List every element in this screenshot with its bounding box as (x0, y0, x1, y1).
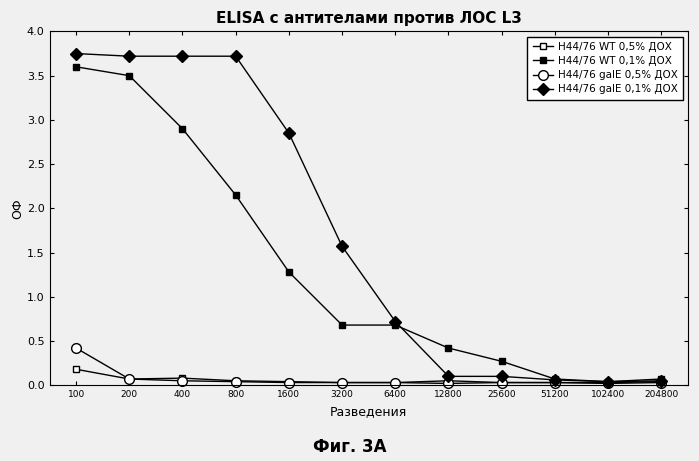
H44/76 WT 0,5% ДОХ (445, 378, 453, 384)
H44/76 galE 0,5% ДОХ (445, 381, 453, 386)
H44/76 galE 0,1% ДОХ (178, 53, 187, 59)
H44/76 WT 0,1% ДОХ (551, 376, 559, 382)
H44/76 galE 0,5% ДОХ (604, 381, 612, 386)
H44/76 WT 0,1% ДОХ (391, 322, 400, 328)
H44/76 WT 0,1% ДОХ (231, 192, 240, 198)
Y-axis label: ОФ: ОФ (11, 198, 24, 219)
H44/76 WT 0,1% ДОХ (338, 322, 346, 328)
H44/76 WT 0,1% ДОХ (445, 345, 453, 351)
H44/76 galE 0,1% ДОХ (125, 53, 134, 59)
H44/76 galE 0,1% ДОХ (72, 51, 80, 56)
H44/76 galE 0,5% ДОХ (178, 378, 187, 384)
H44/76 galE 0,1% ДОХ (604, 379, 612, 384)
H44/76 WT 0,5% ДОХ (604, 380, 612, 385)
Line: H44/76 galE 0,5% ДОХ: H44/76 galE 0,5% ДОХ (71, 343, 666, 388)
H44/76 galE 0,5% ДОХ (657, 380, 665, 385)
H44/76 WT 0,5% ДОХ (231, 378, 240, 384)
H44/76 WT 0,5% ДОХ (338, 380, 346, 385)
H44/76 galE 0,1% ДОХ (551, 377, 559, 383)
H44/76 galE 0,5% ДОХ (498, 380, 506, 385)
H44/76 WT 0,1% ДОХ (604, 379, 612, 384)
H44/76 WT 0,5% ДОХ (551, 380, 559, 385)
H44/76 galE 0,1% ДОХ (284, 130, 293, 136)
H44/76 galE 0,1% ДОХ (498, 373, 506, 379)
H44/76 WT 0,5% ДОХ (72, 366, 80, 372)
H44/76 WT 0,5% ДОХ (284, 379, 293, 384)
Text: Фиг. 3A: Фиг. 3A (312, 438, 387, 456)
Line: H44/76 galE 0,1% ДОХ: H44/76 galE 0,1% ДОХ (72, 49, 665, 386)
Line: H44/76 WT 0,1% ДОХ: H44/76 WT 0,1% ДОХ (73, 63, 665, 385)
H44/76 galE 0,5% ДОХ (284, 380, 293, 385)
H44/76 WT 0,1% ДОХ (657, 376, 665, 382)
H44/76 WT 0,1% ДОХ (498, 359, 506, 364)
H44/76 WT 0,1% ДОХ (72, 64, 80, 70)
X-axis label: Разведения: Разведения (330, 405, 408, 418)
Legend: H44/76 WT 0,5% ДОХ, H44/76 WT 0,1% ДОХ, H44/76 galE 0,5% ДОХ, H44/76 galE 0,1% Д: H44/76 WT 0,5% ДОХ, H44/76 WT 0,1% ДОХ, … (527, 37, 683, 100)
H44/76 WT 0,5% ДОХ (498, 380, 506, 385)
H44/76 galE 0,5% ДОХ (231, 379, 240, 384)
H44/76 galE 0,1% ДОХ (445, 373, 453, 379)
H44/76 galE 0,1% ДОХ (338, 243, 346, 249)
Title: ELISA с антителами против ЛОС L3: ELISA с антителами против ЛОС L3 (216, 11, 521, 26)
H44/76 galE 0,5% ДОХ (125, 376, 134, 382)
H44/76 WT 0,5% ДОХ (391, 380, 400, 385)
H44/76 galE 0,1% ДОХ (231, 53, 240, 59)
H44/76 galE 0,5% ДОХ (72, 345, 80, 351)
H44/76 galE 0,5% ДОХ (551, 380, 559, 385)
H44/76 WT 0,5% ДОХ (178, 375, 187, 381)
H44/76 galE 0,5% ДОХ (391, 380, 400, 385)
H44/76 galE 0,1% ДОХ (657, 378, 665, 384)
H44/76 WT 0,1% ДОХ (125, 73, 134, 78)
H44/76 galE 0,5% ДОХ (338, 380, 346, 385)
H44/76 WT 0,5% ДОХ (125, 376, 134, 382)
H44/76 WT 0,1% ДОХ (284, 269, 293, 275)
H44/76 galE 0,1% ДОХ (391, 319, 400, 324)
H44/76 WT 0,1% ДОХ (178, 126, 187, 131)
Line: H44/76 WT 0,5% ДОХ: H44/76 WT 0,5% ДОХ (73, 366, 665, 386)
H44/76 WT 0,5% ДОХ (657, 379, 665, 384)
